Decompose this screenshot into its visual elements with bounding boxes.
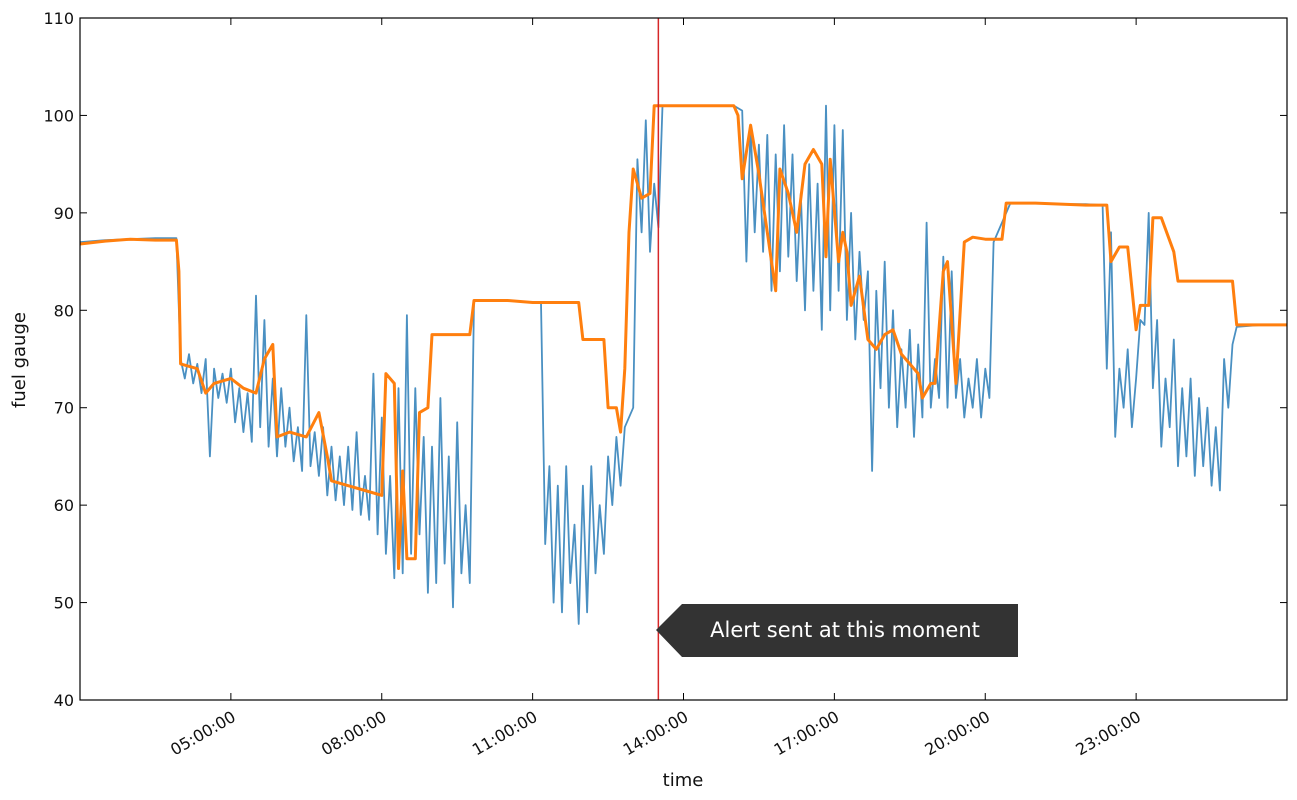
y-tick-label: 50	[54, 594, 74, 613]
callout-text: Alert sent at this moment	[710, 618, 980, 642]
y-tick-label: 100	[43, 106, 74, 125]
y-tick-label: 80	[54, 301, 74, 320]
alert-callout: Alert sent at this moment	[656, 604, 1018, 657]
x-axis-title: time	[663, 770, 704, 791]
y-tick-label: 110	[43, 9, 74, 28]
y-axis-title: fuel gauge	[9, 312, 30, 408]
callout-box	[656, 604, 1018, 657]
series-line-2	[79, 104, 1287, 570]
y-tick-label: 70	[54, 399, 74, 418]
y-axis: 40 50 60 70 80 90 100 110	[43, 9, 1287, 710]
series-layer	[79, 104, 1287, 625]
y-tick-label: 90	[54, 204, 74, 223]
y-tick-label: 40	[54, 691, 74, 710]
y-tick-label: 60	[54, 496, 74, 515]
